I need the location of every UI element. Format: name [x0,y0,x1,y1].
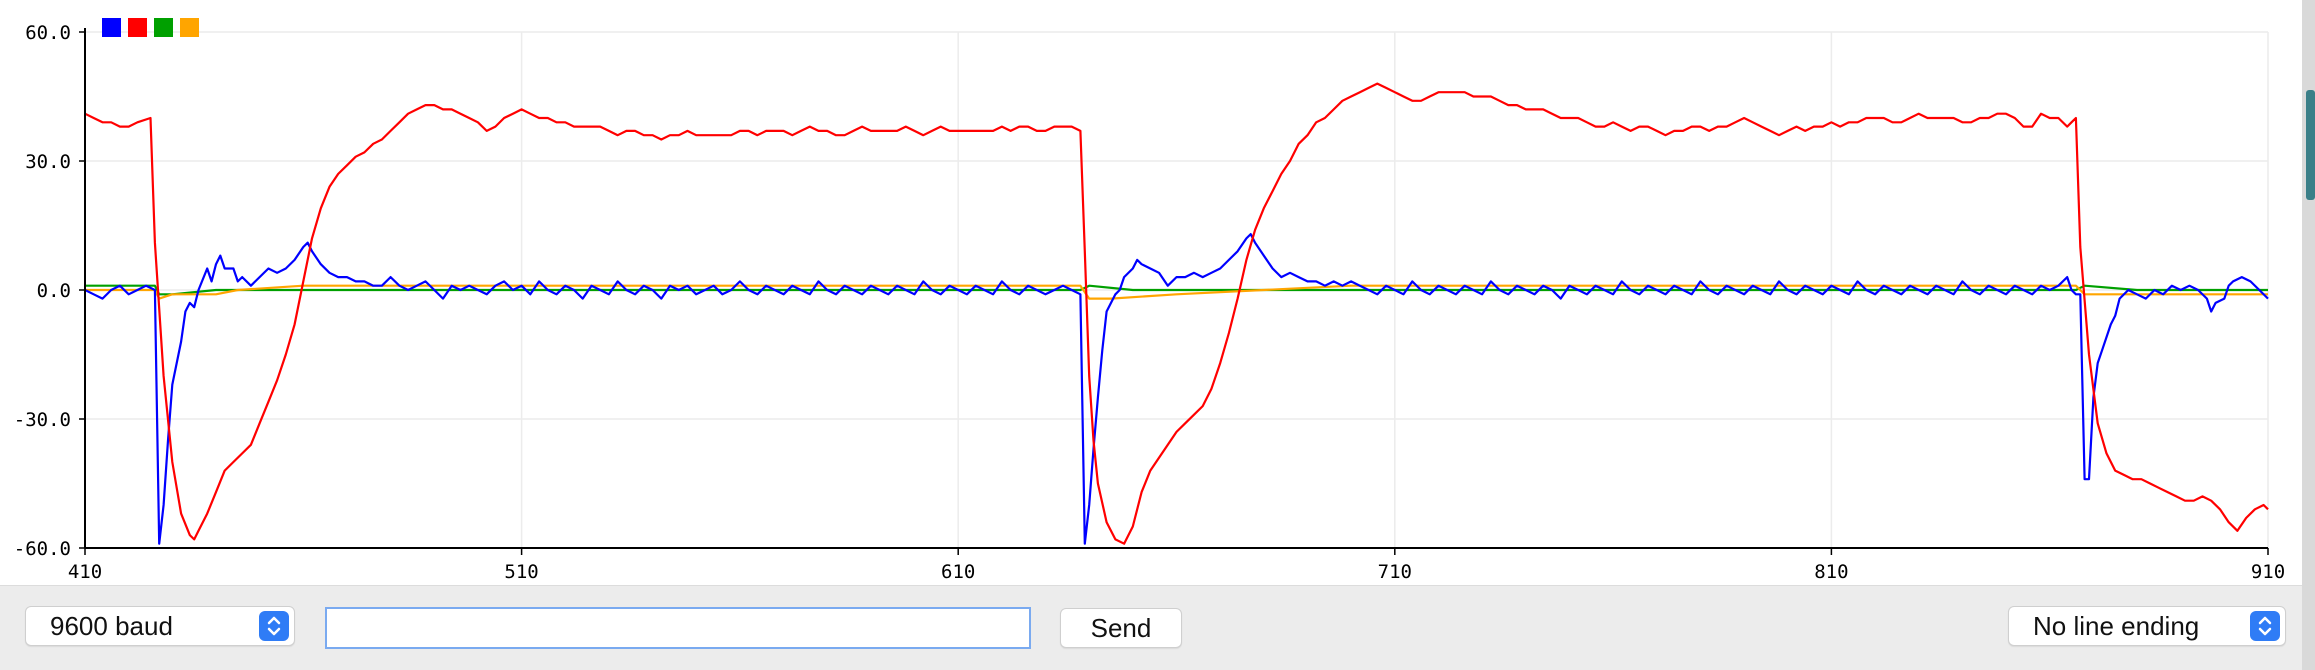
legend [102,18,199,37]
legend-swatch-1 [102,18,121,37]
x-tick-label: 710 [1378,561,1412,583]
x-tick-label: 910 [2251,561,2285,583]
y-tick-label: 0.0 [37,280,71,302]
y-tick-label: -30.0 [14,409,71,431]
baud-rate-value: 9600 baud [50,610,173,641]
plot-area: 60.0 30.0 0.0 -30.0 -60.0 410 510 610 710 810 910 [13,18,2286,583]
x-tick-label: 610 [941,561,975,583]
series-layer [84,82,2269,545]
send-button[interactable]: Send [1060,608,1182,648]
x-tick-label: 810 [1814,561,1848,583]
updown-chevron-icon [259,611,289,641]
updown-chevron-icon [2250,611,2280,641]
legend-swatch-3 [154,18,173,37]
x-tick-label: 410 [68,561,102,583]
line-ending-value: No line ending [2033,610,2200,641]
line-ending-select[interactable]: No line ending [2008,606,2286,646]
bottom-toolbar: 9600 baud Send No line ending [0,585,2302,670]
series-line-1 [84,233,2269,545]
legend-swatch-4 [180,18,199,37]
send-message-input[interactable] [325,607,1031,649]
series-line-3 [85,284,2268,296]
x-tick-label: 510 [504,561,538,583]
y-tick-label: 60.0 [25,22,71,44]
y-tick-label: 30.0 [25,151,71,173]
adjacent-window-edge [2302,0,2315,670]
series-line-2 [84,82,2269,545]
y-tick-label: -60.0 [14,538,71,560]
series-line-4 [85,284,2268,300]
legend-swatch-2 [128,18,147,37]
baud-rate-select[interactable]: 9600 baud [25,606,295,646]
